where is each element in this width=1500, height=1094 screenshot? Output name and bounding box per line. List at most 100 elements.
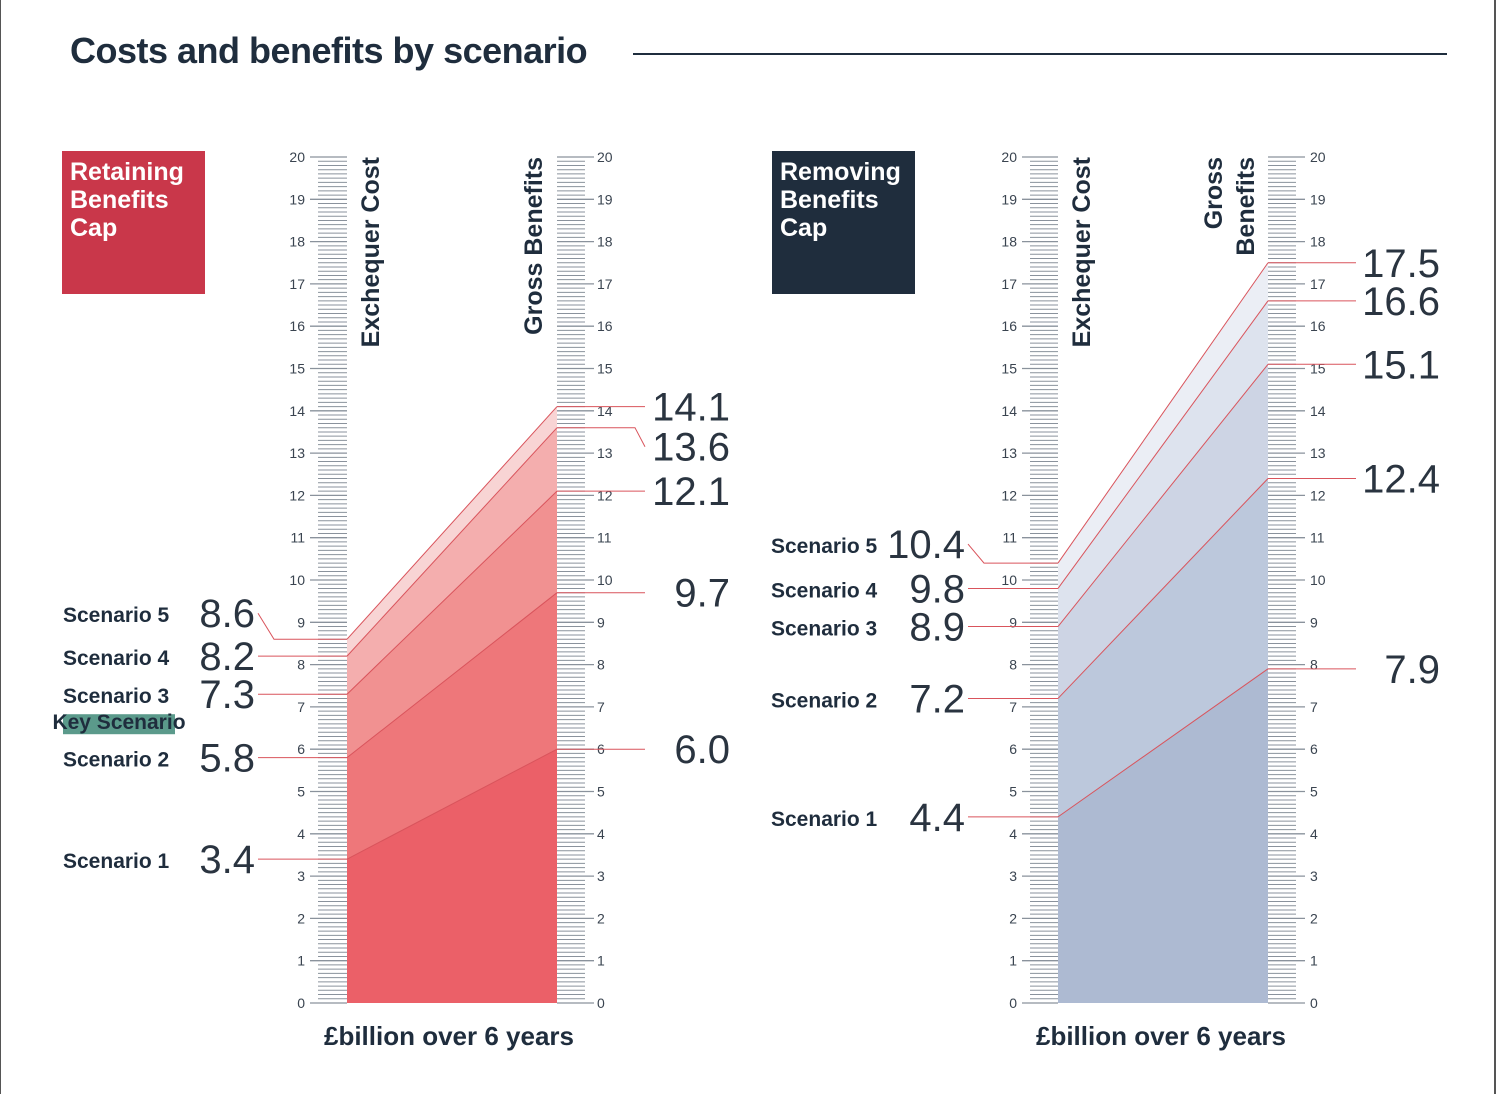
right-tick-label: 15 bbox=[597, 361, 613, 377]
gross-benefits-axis-title: Benefits bbox=[1232, 157, 1260, 256]
scenario-line-2 bbox=[1057, 478, 1269, 699]
left-tick-label: 1 bbox=[297, 953, 305, 969]
x-axis-label: £billion over 6 years bbox=[324, 1021, 574, 1051]
left-tick-label: 12 bbox=[289, 487, 305, 503]
benefit-value-label: 12.1 bbox=[652, 470, 730, 514]
right-tick-label: 13 bbox=[597, 445, 613, 461]
scenario-line-5 bbox=[346, 406, 558, 640]
scenario-name: Scenario 5 bbox=[63, 604, 170, 627]
benefit-leader-line bbox=[557, 427, 646, 447]
right-tick-label: 5 bbox=[597, 784, 605, 800]
exchequer-cost-axis-title: Exchequer Cost bbox=[357, 156, 385, 347]
left-tick-label: 8 bbox=[1009, 657, 1017, 673]
right-tick-label: 0 bbox=[1310, 995, 1318, 1011]
left-tick-label: 15 bbox=[1001, 361, 1017, 377]
scenario-line-4 bbox=[346, 427, 558, 657]
right-tick-label: 18 bbox=[597, 234, 613, 250]
cost-value-label: 8.6 bbox=[199, 592, 255, 636]
left-tick-label: 17 bbox=[289, 276, 305, 292]
scenario-line-4 bbox=[1057, 300, 1269, 589]
left-tick-label: 2 bbox=[297, 910, 305, 926]
cost-value-label: 9.8 bbox=[909, 567, 965, 611]
left-tick-label: 9 bbox=[297, 614, 305, 630]
panel-label-line: Cap bbox=[780, 214, 827, 242]
panel-label-line: Benefits bbox=[70, 186, 169, 214]
scenario-area-1 bbox=[1058, 668, 1268, 1003]
left-tick-label: 19 bbox=[289, 191, 305, 207]
left-tick-label: 20 bbox=[1001, 149, 1017, 165]
scenario-name: Scenario 1 bbox=[63, 850, 170, 873]
benefit-value-label: 14.1 bbox=[652, 386, 730, 430]
left-tick-label: 12 bbox=[1001, 487, 1017, 503]
right-tick-label: 8 bbox=[1310, 657, 1318, 673]
left-tick-label: 19 bbox=[1001, 191, 1017, 207]
left-tick-label: 20 bbox=[289, 149, 305, 165]
cost-value-label: 10.4 bbox=[887, 523, 965, 567]
benefit-value-label: 12.4 bbox=[1362, 457, 1440, 501]
left-tick-label: 14 bbox=[1001, 403, 1017, 419]
left-tick-label: 4 bbox=[297, 826, 305, 842]
right-tick-label: 18 bbox=[1310, 234, 1326, 250]
scenario-line-2 bbox=[346, 592, 558, 759]
right-tick-label: 12 bbox=[597, 487, 613, 503]
right-tick-label: 20 bbox=[597, 149, 613, 165]
left-tick-label: 10 bbox=[289, 572, 305, 588]
left-tick-label: 2 bbox=[1009, 910, 1017, 926]
right-tick-label: 10 bbox=[597, 572, 613, 588]
scenario-name: Scenario 4 bbox=[63, 647, 170, 670]
cost-value-label: 3.4 bbox=[199, 838, 255, 882]
left-tick-label: 18 bbox=[1001, 234, 1017, 250]
left-tick-label: 18 bbox=[289, 234, 305, 250]
left-tick-label: 1 bbox=[1009, 953, 1017, 969]
panel-label-line: Cap bbox=[70, 214, 117, 242]
scenario-name: Scenario 5 bbox=[771, 535, 878, 558]
right-tick-label: 6 bbox=[1310, 741, 1318, 757]
right-tick-label: 4 bbox=[1310, 826, 1318, 842]
benefit-value-label: 15.1 bbox=[1362, 343, 1440, 387]
left-tick-label: 13 bbox=[1001, 445, 1017, 461]
left-tick-label: 5 bbox=[1009, 784, 1017, 800]
left-tick-label: 9 bbox=[1009, 614, 1017, 630]
right-tick-label: 20 bbox=[1310, 149, 1326, 165]
cost-leader-line bbox=[967, 543, 1058, 564]
right-tick-label: 17 bbox=[1310, 276, 1326, 292]
benefit-value-label: 13.6 bbox=[652, 426, 730, 470]
left-tick-label: 10 bbox=[1001, 572, 1017, 588]
left-ruler bbox=[310, 156, 347, 1004]
left-ruler bbox=[1022, 156, 1058, 1004]
right-tick-label: 7 bbox=[1310, 699, 1318, 715]
panel-label-line: Benefits bbox=[780, 186, 879, 214]
key-scenario-badge-text: Key Scenario bbox=[52, 711, 185, 734]
scenario-line-5 bbox=[1057, 262, 1269, 564]
right-tick-label: 17 bbox=[597, 276, 613, 292]
right-tick-label: 12 bbox=[1310, 487, 1326, 503]
benefit-value-label: 17.5 bbox=[1362, 242, 1440, 286]
panel-label-box bbox=[772, 151, 915, 294]
left-tick-label: 16 bbox=[1001, 318, 1017, 334]
left-tick-label: 6 bbox=[297, 741, 305, 757]
right-tick-label: 3 bbox=[1310, 868, 1318, 884]
right-tick-label: 3 bbox=[597, 868, 605, 884]
right-tick-label: 16 bbox=[597, 318, 613, 334]
left-tick-label: 0 bbox=[297, 995, 305, 1011]
right-tick-label: 19 bbox=[597, 191, 613, 207]
right-tick-label: 9 bbox=[597, 614, 605, 630]
left-tick-label: 11 bbox=[1002, 530, 1017, 546]
right-tick-label: 14 bbox=[1310, 403, 1326, 419]
left-tick-label: 16 bbox=[289, 318, 305, 334]
scenario-name: Scenario 4 bbox=[771, 579, 878, 602]
left-tick-label: 8 bbox=[297, 657, 305, 673]
cost-value-label: 7.2 bbox=[909, 677, 965, 721]
panel-label-line: Retaining bbox=[70, 158, 184, 186]
gross-benefits-axis-title: Gross bbox=[1200, 157, 1228, 229]
scenario-line-1 bbox=[346, 748, 558, 860]
left-tick-label: 3 bbox=[1009, 868, 1017, 884]
scenario-name: Scenario 3 bbox=[63, 685, 169, 708]
right-tick-label: 5 bbox=[1310, 784, 1318, 800]
cost-value-label: 4.4 bbox=[909, 796, 965, 840]
cost-value-label: 5.8 bbox=[199, 737, 255, 781]
left-tick-label: 17 bbox=[1001, 276, 1017, 292]
scenario-name: Scenario 1 bbox=[771, 808, 878, 831]
right-tick-label: 13 bbox=[1310, 445, 1326, 461]
